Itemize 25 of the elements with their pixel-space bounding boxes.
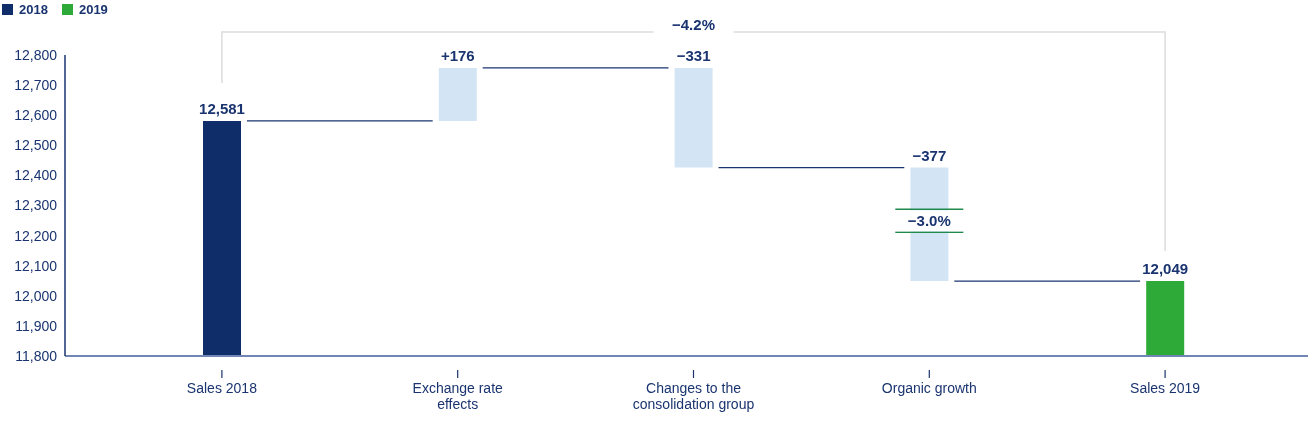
- x-tick-label: Sales 2019: [1130, 380, 1201, 396]
- y-tick-label: 12,600: [14, 107, 58, 124]
- y-tick-label: 12,500: [14, 137, 58, 154]
- text: +176: [440, 46, 475, 64]
- y-tick-label: 12,700: [14, 77, 58, 94]
- annotation: −3.0%: [907, 212, 951, 230]
- y-tick-label: 11,800: [15, 347, 58, 364]
- x-tick-label: Organic growth: [881, 380, 977, 396]
- y-tick-label: 11,900: [15, 317, 58, 334]
- y-tick-label: 12,200: [14, 227, 58, 244]
- x-tick-label: Sales 2018: [186, 380, 258, 396]
- text: 12,581: [199, 99, 245, 117]
- text: −331: [676, 46, 711, 64]
- y-tick-label: 12,800: [14, 46, 58, 63]
- y-tick-label: 12,400: [14, 167, 58, 184]
- text: −377: [912, 146, 947, 164]
- y-tick-label: 12,000: [14, 287, 58, 304]
- x-tick-label: Changes to the consolidation group: [632, 380, 755, 412]
- text: −4.2%: [672, 16, 715, 33]
- y-tick-label: 12,300: [14, 197, 58, 214]
- legend-label: 2018: [19, 2, 48, 17]
- legend-label: 2019: [78, 2, 108, 17]
- y-tick-label: 12,100: [14, 257, 58, 274]
- x-tick-label: Exchange rate effects: [412, 380, 504, 412]
- text: 12,049: [1142, 260, 1189, 278]
